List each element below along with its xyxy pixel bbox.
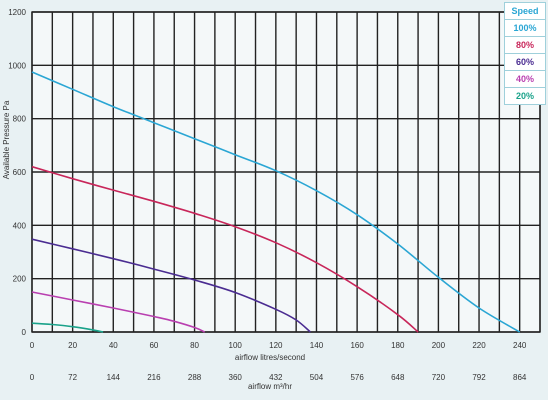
x-tick-label: 240 <box>513 341 527 350</box>
x2-tick-label: 144 <box>107 373 121 382</box>
x2-tick-label: 576 <box>350 373 364 382</box>
x2-tick-label: 0 <box>30 373 35 382</box>
x2-tick-label: 288 <box>188 373 202 382</box>
y-tick-label: 400 <box>13 221 27 230</box>
tick-labels: 0 20 40 60 80 100 120 140 160 180 200 220 240 0 72 144 2… <box>8 8 527 382</box>
series-line-100 <box>31 71 521 333</box>
series-line-80 <box>31 165 419 333</box>
legend-title: Speed <box>511 6 539 16</box>
legend-item-20: 20% <box>505 87 545 104</box>
y-axis-title: Available Pressure Pa <box>2 100 11 179</box>
legend-item-100: 100% <box>505 19 545 36</box>
x-tick-label: 140 <box>310 341 324 350</box>
x2-tick-label: 360 <box>229 373 243 382</box>
y-tick-label: 200 <box>13 275 27 284</box>
x2-tick-label: 216 <box>147 373 161 382</box>
series-layer <box>31 71 521 333</box>
series-line-40 <box>31 291 206 333</box>
legend: Speed 100% 80% 60% 40% 20% <box>504 2 546 105</box>
x-axis-title: airflow litres/second <box>235 353 305 362</box>
x-tick-label: 20 <box>68 341 77 350</box>
plot-border <box>31 11 541 333</box>
x2-tick-label: 864 <box>513 373 527 382</box>
legend-items: 100% 80% 60% 40% 20% <box>505 19 545 104</box>
x2-tick-label: 504 <box>310 373 324 382</box>
x2-axis-title: airflow m³/hr <box>248 382 292 391</box>
y-tick-label: 0 <box>22 328 27 337</box>
y-tick-label: 800 <box>13 115 27 124</box>
x-tick-label: 180 <box>391 341 405 350</box>
y-tick-label: 1200 <box>8 8 26 17</box>
x2-tick-label: 792 <box>472 373 486 382</box>
x2-tick-label: 432 <box>269 373 283 382</box>
legend-item-40: 40% <box>505 70 545 87</box>
x-tick-label: 80 <box>190 341 199 350</box>
x-tick-label: 100 <box>229 341 243 350</box>
x-tick-label: 40 <box>109 341 118 350</box>
y-tick-label: 600 <box>13 168 27 177</box>
x-tick-label: 160 <box>350 341 364 350</box>
y-tick-label: 1000 <box>8 61 26 70</box>
x-tick-label: 220 <box>472 341 486 350</box>
x2-tick-label: 72 <box>68 373 77 382</box>
x-tick-label: 200 <box>432 341 446 350</box>
x2-tick-label: 720 <box>432 373 446 382</box>
x-tick-label: 60 <box>149 341 158 350</box>
legend-item-60: 60% <box>505 53 545 70</box>
legend-item-80: 80% <box>505 36 545 53</box>
series-line-20 <box>31 322 104 333</box>
x2-tick-label: 648 <box>391 373 405 382</box>
grid <box>31 11 541 333</box>
series-line-60 <box>31 238 311 333</box>
x-tick-label: 0 <box>30 341 35 350</box>
x-tick-label: 120 <box>269 341 283 350</box>
